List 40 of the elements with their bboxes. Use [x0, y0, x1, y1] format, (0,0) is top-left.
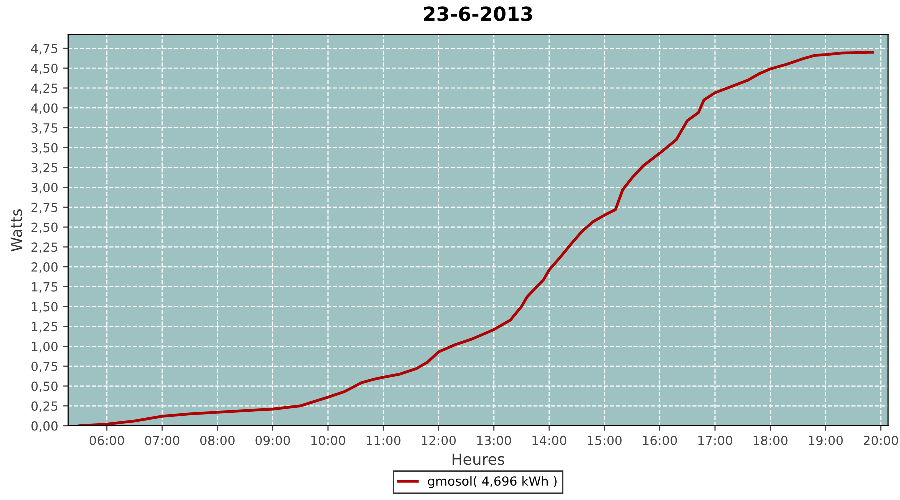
x-tick-label: 19:00: [809, 436, 844, 446]
y-axis-title: Watts: [10, 210, 22, 252]
y-tick-label: 3,25: [32, 163, 58, 174]
y-tick-label: 0,00: [32, 421, 58, 432]
line-series: [78, 51, 874, 426]
y-tick-label: 3,75: [32, 123, 58, 134]
x-tick-label: 20:00: [864, 436, 898, 446]
x-tick-label: 08:00: [200, 436, 235, 446]
x-axis-title: Heures: [452, 454, 505, 466]
x-tick-label: 09:00: [256, 436, 290, 446]
x-tick-label: 14:00: [532, 436, 567, 446]
y-tick-label: 1,50: [32, 302, 58, 313]
x-tick-label: 11:00: [366, 436, 401, 446]
y-tick-label: 1,00: [32, 342, 58, 353]
y-tick-label: 3,50: [32, 143, 58, 154]
y-tick-label: 0,25: [32, 402, 58, 412]
x-tick-label: 06:00: [90, 436, 124, 446]
x-tick-label: 07:00: [145, 436, 180, 446]
y-tick-label: 4,75: [31, 44, 58, 55]
y-tick-label: 4,25: [31, 84, 58, 94]
y-tick-label: 3,00: [32, 183, 58, 194]
x-tick-label: 16:00: [643, 436, 678, 446]
y-tick-label: 2,25: [32, 242, 58, 254]
y-tick-label: 0,75: [32, 362, 58, 373]
x-tick-label: 17:00: [698, 436, 732, 446]
y-tick-label: 2,75: [32, 202, 58, 214]
y-tick-label: 4,50: [31, 64, 58, 75]
y-tick-label: 4,00: [31, 104, 58, 114]
x-tick-label: 10:00: [312, 436, 346, 446]
y-tick-label: 2,50: [32, 222, 58, 234]
x-tick-label: 15:00: [588, 436, 622, 446]
y-tick-label: 1,25: [32, 322, 58, 333]
x-tick-label: 13:00: [477, 436, 512, 446]
y-tick-label: 2,00: [32, 262, 58, 274]
y-tick-label: 1,75: [32, 282, 58, 294]
y-tick-label: 0,50: [32, 382, 58, 392]
x-tick-label: 18:00: [754, 436, 788, 446]
legend-label: gmosol( 4,696 kWh ): [428, 476, 557, 488]
chart-title: 23-6-2013: [424, 6, 532, 22]
x-tick-label: 12:00: [422, 436, 456, 446]
